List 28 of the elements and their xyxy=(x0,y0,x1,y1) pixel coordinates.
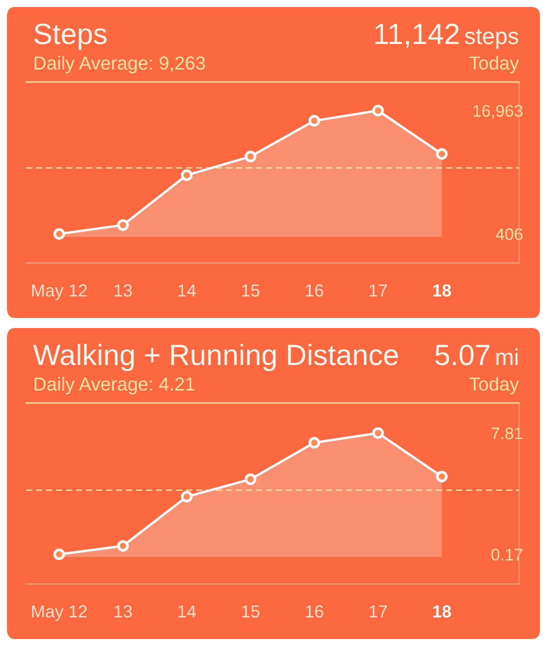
text: 11,142 xyxy=(375,24,459,48)
chart-title: Steps xyxy=(34,24,107,50)
x-tick-label: May 12 xyxy=(32,605,87,622)
x-tick-label: 17 xyxy=(370,605,387,618)
text: steps xyxy=(464,29,518,49)
x-tick-label: 15 xyxy=(242,605,260,618)
x-tick-label: 14 xyxy=(178,605,196,618)
x-tick-label: 14 xyxy=(178,284,196,296)
text: Today xyxy=(469,56,519,74)
chart-subtitle: Daily Average: 9,263 xyxy=(34,56,205,74)
x-tick-label: May 12 xyxy=(32,284,87,300)
x-tick-label: 18 xyxy=(433,605,451,618)
x-tick-label: 13 xyxy=(114,284,132,297)
y-tick-label: 0.17 xyxy=(491,548,522,561)
text: 5.07 xyxy=(435,344,490,366)
text: mi xyxy=(496,348,518,365)
text: Today xyxy=(469,376,519,394)
y-tick-label: 16,963 xyxy=(473,104,522,119)
chart-title: Walking + Running Distance xyxy=(33,344,398,372)
x-tick-label: 13 xyxy=(114,605,132,618)
x-tick-label: 16 xyxy=(306,605,324,618)
y-tick-label: 406 xyxy=(496,228,522,240)
x-tick-label: 17 xyxy=(370,284,387,296)
y-tick-label: 7.81 xyxy=(492,427,522,440)
chart-subtitle: Daily Average: 4.21 xyxy=(34,376,194,394)
x-tick-label: 18 xyxy=(433,284,451,297)
x-tick-label: 15 xyxy=(242,284,260,297)
x-tick-label: 16 xyxy=(306,284,324,297)
